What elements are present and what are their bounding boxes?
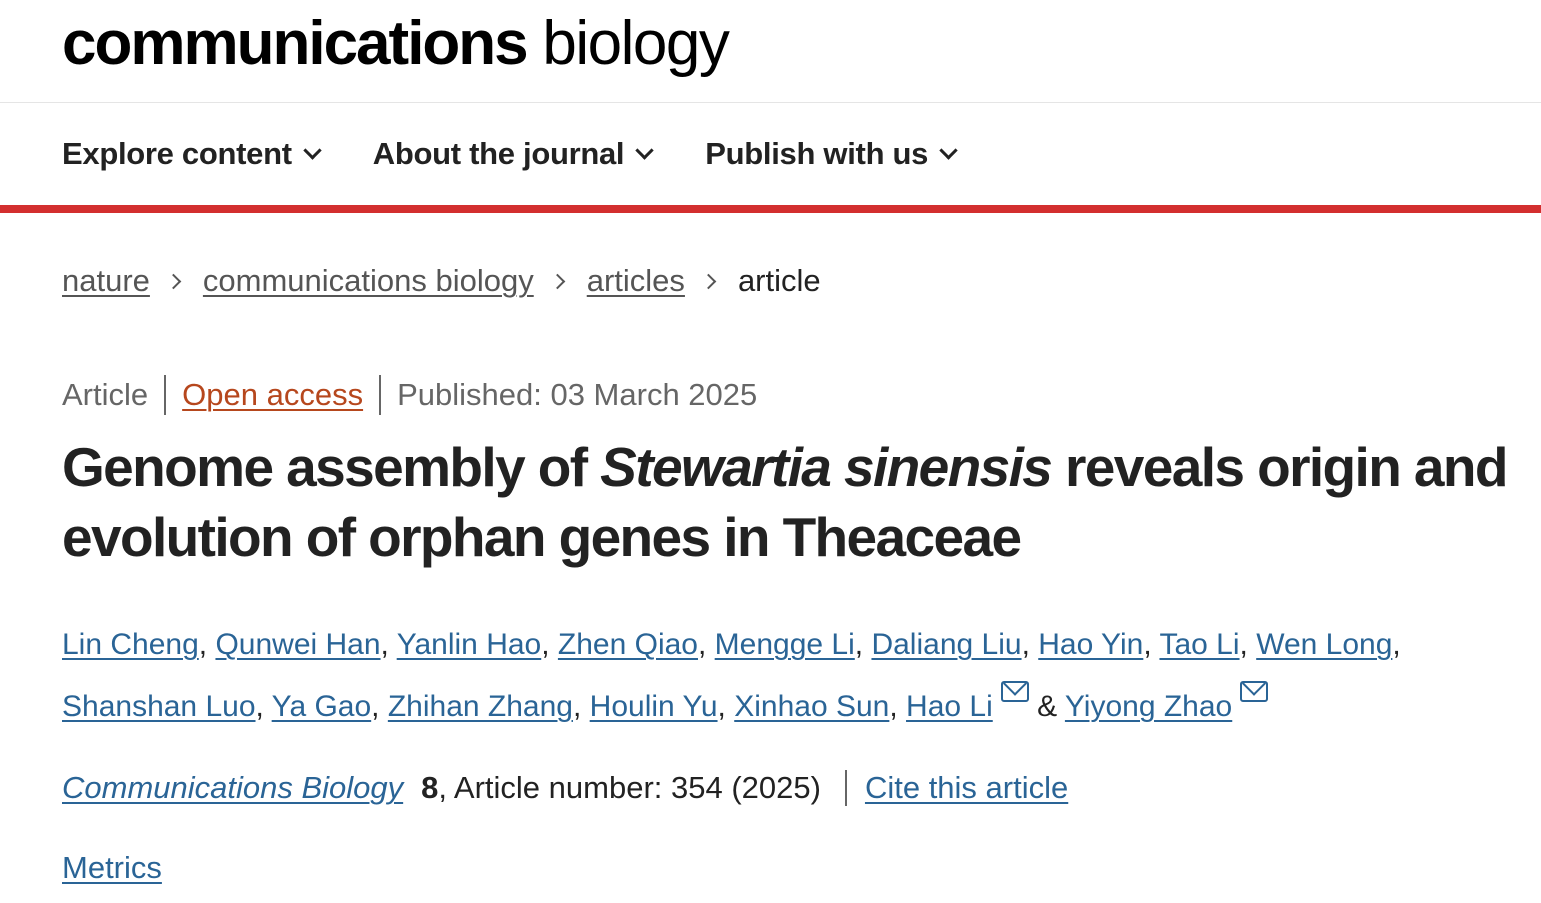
- author-link[interactable]: Yanlin Hao: [396, 628, 542, 661]
- breadcrumb-current: article: [737, 263, 821, 298]
- author-and: &: [1037, 690, 1058, 723]
- main-nav: Explore content About the journal Publis…: [0, 103, 1541, 213]
- article-meta: Article Open access Published: 03 March …: [62, 375, 757, 415]
- breadcrumb-nature[interactable]: nature: [62, 263, 150, 298]
- article-number: , Article number: 354 (2025): [438, 770, 821, 805]
- breadcrumb-articles[interactable]: articles: [586, 263, 685, 298]
- divider: [164, 375, 167, 415]
- nav-label: Publish with us: [705, 136, 929, 171]
- author-link[interactable]: Wen Long: [1256, 628, 1393, 661]
- chevron-down-icon: [635, 140, 654, 160]
- email-icon[interactable]: [1240, 681, 1269, 702]
- journal-logo[interactable]: communications biology: [62, 8, 730, 79]
- article-type: Article: [62, 377, 149, 412]
- author-link[interactable]: Shanshan Luo: [62, 690, 256, 723]
- author-link[interactable]: Zhihan Zhang: [387, 690, 573, 723]
- logo-bold-text: communications: [62, 9, 529, 78]
- author-link[interactable]: Hao Yin: [1038, 628, 1144, 661]
- author-link[interactable]: Ya Gao: [271, 690, 372, 723]
- divider: [844, 770, 847, 806]
- divider: [379, 375, 382, 415]
- author-link[interactable]: Tao Li: [1159, 628, 1240, 661]
- email-icon[interactable]: [1000, 681, 1029, 702]
- chevron-right-icon: [165, 273, 182, 289]
- breadcrumb: nature communications biology articles a…: [62, 263, 821, 299]
- nav-publish-with-us[interactable]: Publish with us: [705, 136, 958, 172]
- author-link[interactable]: Daliang Liu: [871, 628, 1022, 661]
- author-link[interactable]: Yiyong Zhao: [1064, 690, 1233, 723]
- open-access-link[interactable]: Open access: [182, 377, 364, 412]
- chevron-down-icon: [303, 140, 322, 160]
- nav-label: About the journal: [372, 136, 625, 171]
- chevron-right-icon: [700, 273, 717, 289]
- nav-about-journal[interactable]: About the journal: [372, 136, 654, 172]
- cite-this-article-link[interactable]: Cite this article: [864, 770, 1069, 805]
- logo-light-text: biology: [542, 9, 729, 78]
- author-link[interactable]: Hao Li: [906, 690, 993, 723]
- nav-explore-content[interactable]: Explore content: [62, 136, 322, 172]
- author-link[interactable]: Lin Cheng: [62, 628, 199, 661]
- title-text: Genome assembly of: [62, 436, 601, 498]
- author-link[interactable]: Zhen Qiao: [557, 628, 698, 661]
- chevron-right-icon: [549, 273, 566, 289]
- journal-link[interactable]: Communications Biology: [62, 770, 404, 805]
- metrics-link[interactable]: Metrics: [62, 850, 162, 885]
- title-text: reveals origin and evolution of orphan g…: [62, 436, 1508, 568]
- author-list: Lin Cheng, Qunwei Han, Yanlin Hao, Zhen …: [62, 628, 1401, 723]
- nav-label: Explore content: [62, 136, 292, 171]
- chevron-down-icon: [939, 140, 958, 160]
- author-link[interactable]: Houlin Yu: [589, 690, 718, 723]
- site-header: communications biology: [0, 0, 1541, 103]
- breadcrumb-communications-biology[interactable]: communications biology: [202, 263, 534, 298]
- page-title: Genome assembly of Stewartia sinensis re…: [62, 432, 1532, 572]
- citation: Communications Biology 8, Article number…: [62, 770, 1068, 806]
- volume: 8: [421, 770, 439, 805]
- author-link[interactable]: Qunwei Han: [215, 628, 381, 661]
- published-date: Published: 03 March 2025: [397, 377, 758, 412]
- author-link[interactable]: Mengge Li: [714, 628, 855, 661]
- author-link[interactable]: Xinhao Sun: [734, 690, 890, 723]
- title-species: Stewartia sinensis: [600, 436, 1053, 498]
